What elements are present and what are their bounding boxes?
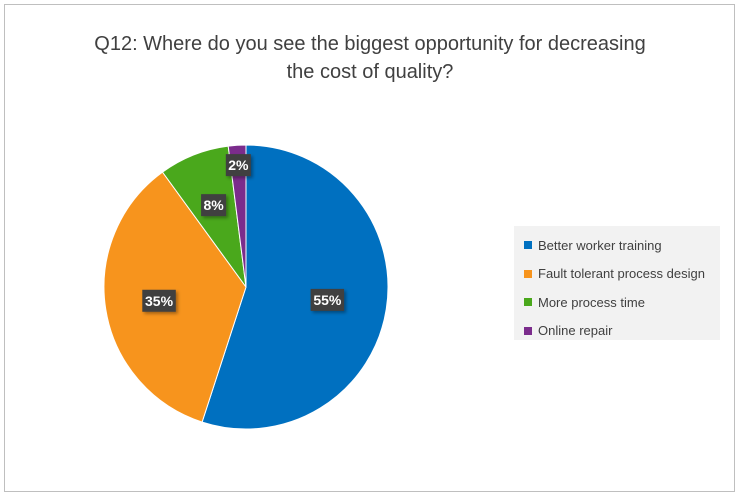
data-label-box	[142, 289, 176, 312]
data-label-text: 2%	[228, 157, 249, 173]
data-label-better-worker-training: 55%	[310, 288, 345, 311]
legend-label: Better worker training	[538, 237, 662, 253]
pie-slice-better-worker-training	[201, 144, 389, 430]
chart-title-line-1: Q12: Where do you see the biggest opport…	[94, 33, 646, 55]
legend-swatch	[524, 269, 532, 278]
data-label-text: 35%	[145, 293, 174, 309]
chart-title-line-2: the cost of quality?	[286, 61, 454, 83]
chart-title: Q12: Where do you see the biggest opport…	[60, 30, 680, 86]
data-label-more-process-time: 8%	[201, 194, 227, 217]
legend-label: Online repair	[538, 323, 613, 339]
legend-item-more-process-time: More process time	[524, 288, 720, 317]
legend-swatch	[524, 326, 532, 335]
chart-legend: Better worker training Fault tolerant pr…	[514, 226, 720, 340]
data-label-box	[225, 154, 251, 177]
data-label-box	[201, 194, 227, 217]
data-label-online-repair: 2%	[225, 154, 251, 177]
legend-item-fault-tolerant-process-design: Fault tolerant process design	[524, 260, 720, 289]
data-label-text: 55%	[313, 292, 342, 308]
legend-swatch	[524, 298, 532, 307]
legend-label: More process time	[538, 294, 645, 310]
data-label-box	[310, 288, 345, 311]
legend-item-better-worker-training: Better worker training	[524, 231, 720, 260]
legend-label: Fault tolerant process design	[538, 266, 705, 282]
legend-swatch	[524, 241, 532, 250]
data-label-fault-tolerant-process-design: 35%	[142, 289, 176, 312]
pie-slice-online-repair	[227, 144, 247, 288]
data-label-text: 8%	[203, 197, 224, 213]
legend-item-online-repair: Online repair	[524, 317, 720, 346]
